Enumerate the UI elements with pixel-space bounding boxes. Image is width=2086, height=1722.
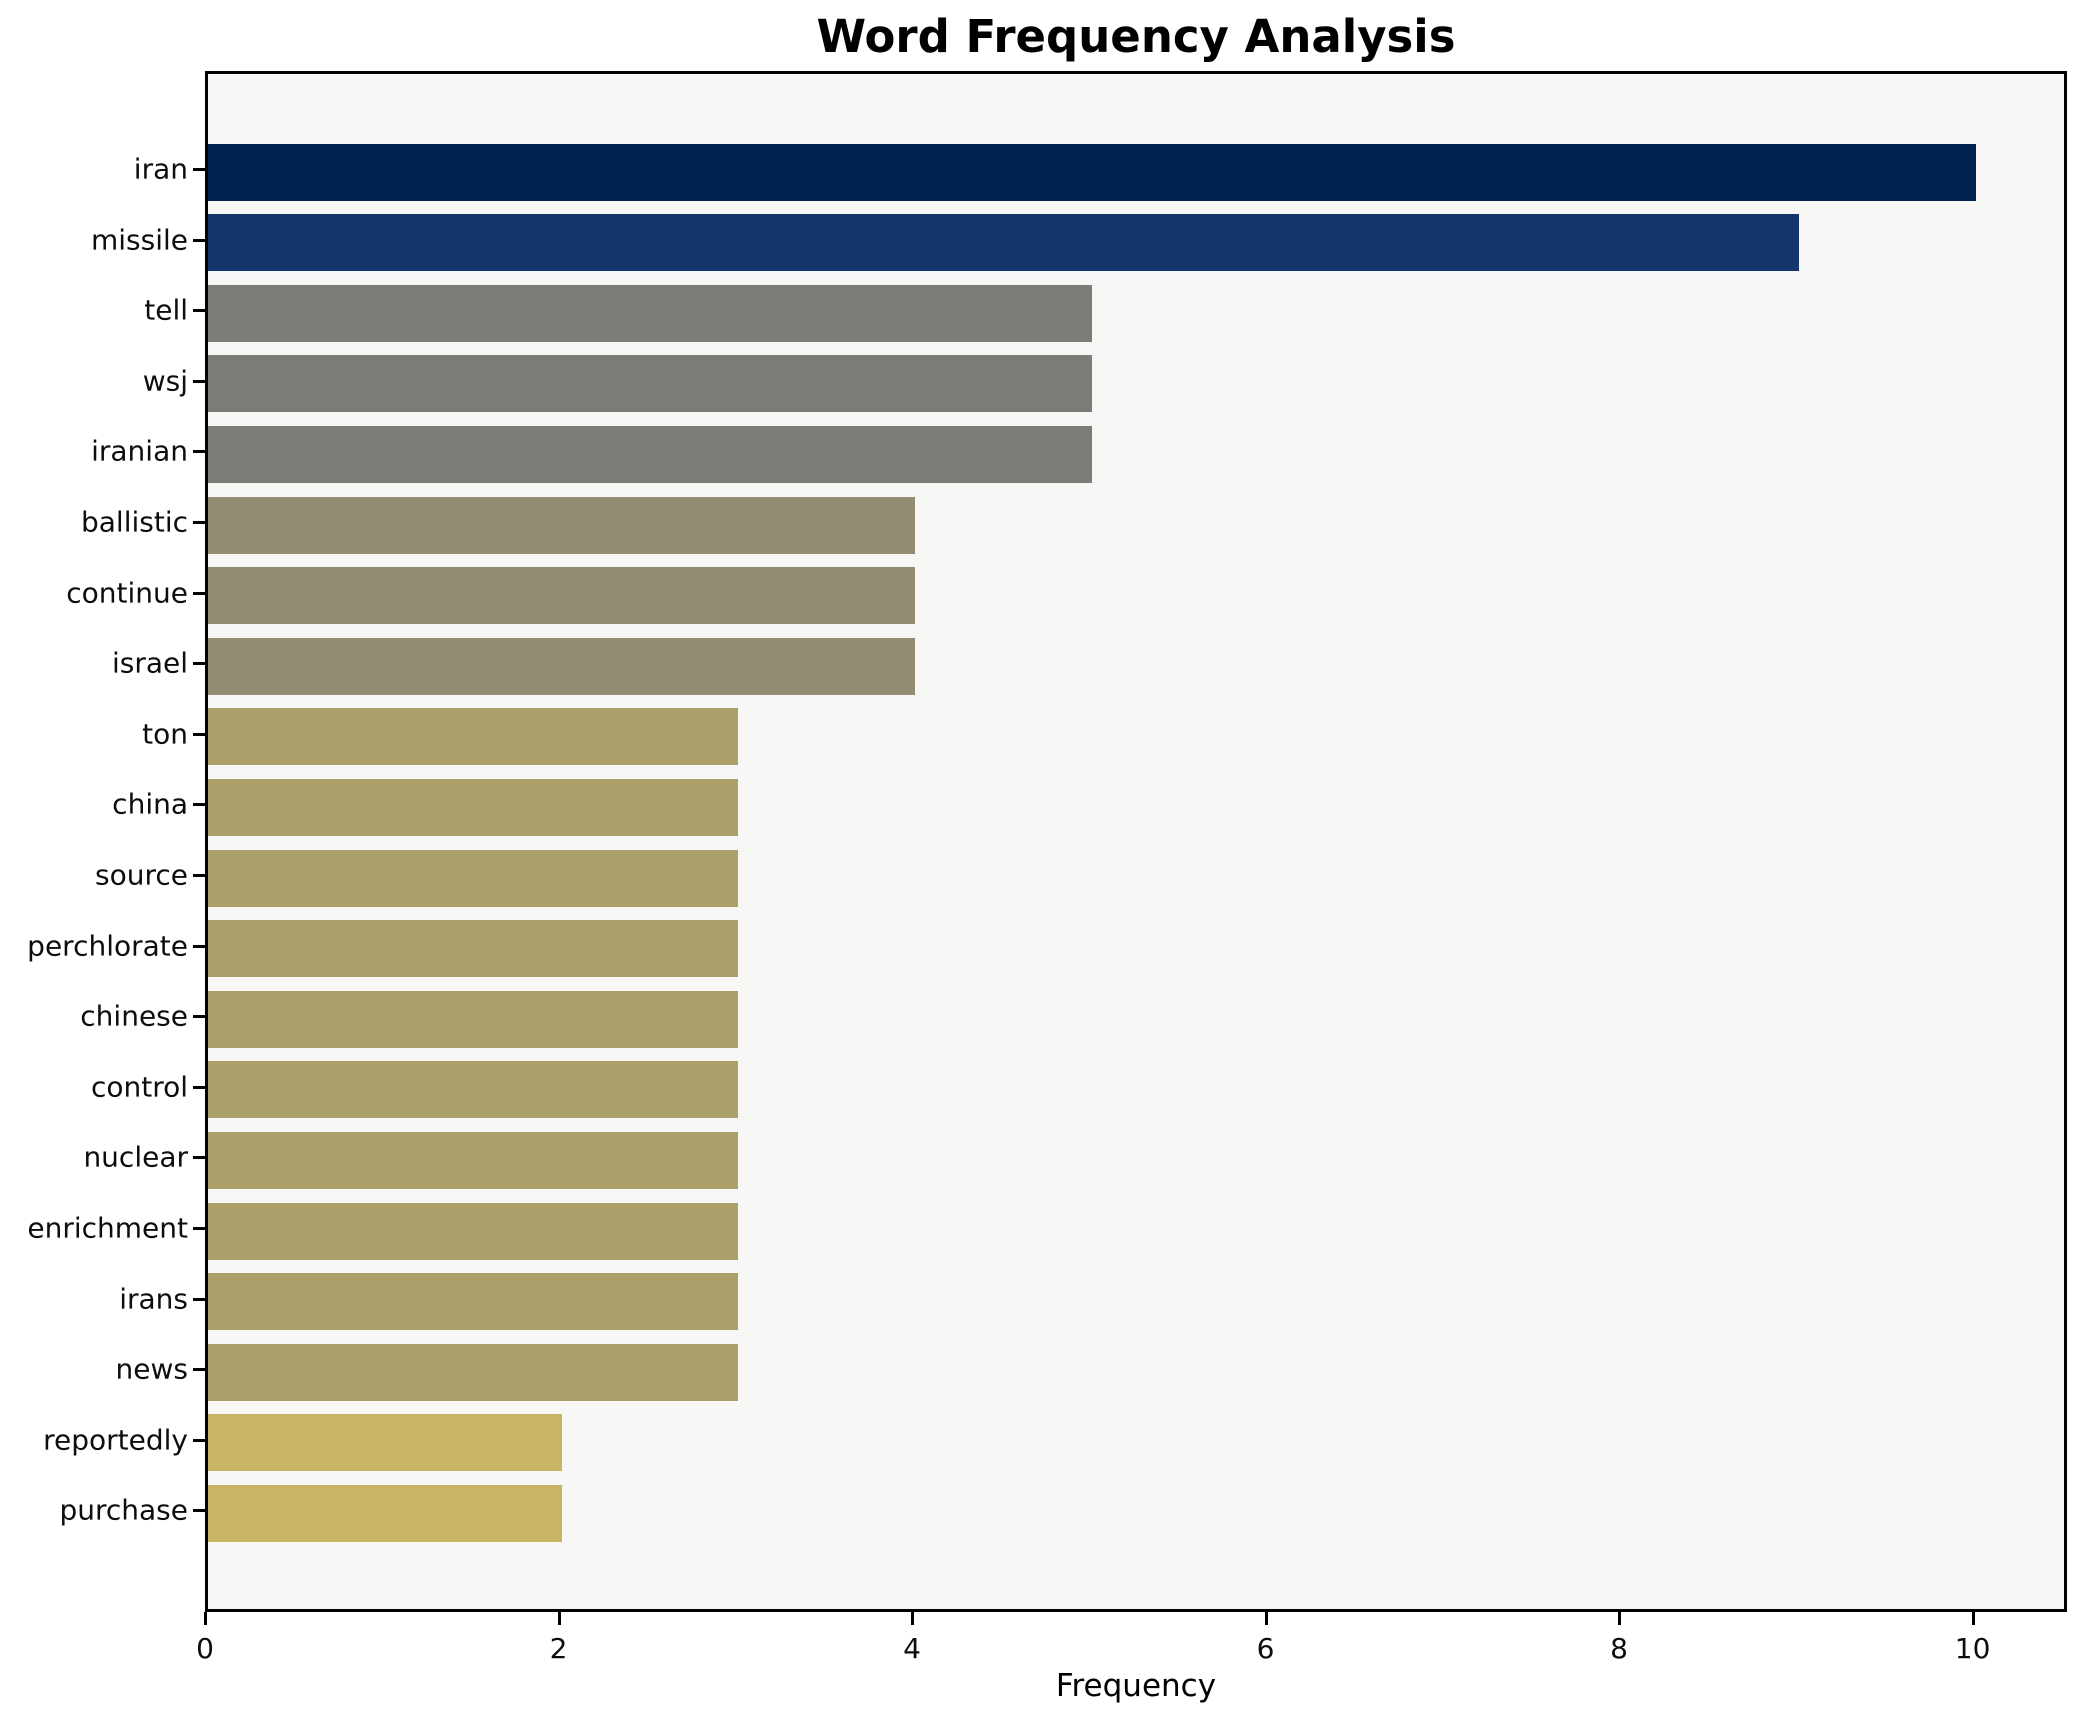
y-tick-mark [193, 168, 205, 171]
x-tick-mark [204, 1612, 207, 1625]
y-tick-label-ton: ton [142, 717, 188, 751]
y-tick-mark [193, 1509, 205, 1513]
y-tick-mark [193, 944, 205, 948]
y-tick-label-iranian: iranian [91, 434, 188, 468]
x-tick-mark [557, 1612, 561, 1625]
bar-tell [208, 284, 1092, 342]
x-tick-label-2: 2 [549, 1632, 568, 1665]
y-tick-label-irans: irans [119, 1282, 188, 1316]
y-tick-mark [193, 1085, 205, 1089]
y-tick-mark [193, 1227, 205, 1230]
y-tick-mark [193, 1368, 205, 1372]
bar-nuclear [208, 1131, 739, 1189]
bar-continue [208, 567, 916, 625]
bar-china [208, 778, 739, 836]
bar-enrichment [208, 1202, 739, 1260]
x-tick-label-10: 10 [1954, 1632, 1991, 1665]
bar-iran [208, 143, 1976, 201]
y-tick-label-missile: missile [90, 223, 188, 257]
y-tick-mark [193, 1015, 205, 1019]
y-tick-mark [193, 662, 205, 666]
y-tick-label-wsj: wsj [142, 364, 188, 398]
y-tick-label-china: china [112, 787, 188, 821]
bar-irans [208, 1273, 739, 1331]
plot-area [205, 71, 2067, 1612]
y-tick-label-israel: israel [111, 646, 188, 680]
y-tick-label-source: source [95, 858, 188, 892]
x-tick-label-8: 8 [1610, 1632, 1629, 1665]
y-tick-mark [193, 803, 205, 807]
bar-missile [208, 214, 1799, 272]
bar-wsj [208, 355, 1092, 413]
y-tick-mark [193, 309, 205, 313]
y-tick-label-iran: iran [133, 152, 188, 186]
y-tick-mark [193, 1297, 205, 1301]
y-tick-mark [193, 238, 205, 242]
y-tick-mark [193, 591, 205, 595]
x-tick-mark [1264, 1612, 1268, 1625]
x-tick-label-6: 6 [1256, 1632, 1275, 1665]
bar-control [208, 1061, 739, 1119]
x-tick-mark [1971, 1612, 1975, 1625]
bar-ton [208, 708, 739, 766]
y-tick-label-nuclear: nuclear [83, 1140, 188, 1174]
y-tick-mark [193, 874, 205, 877]
y-tick-label-reportedly: reportedly [43, 1423, 188, 1457]
y-tick-mark [193, 450, 205, 454]
y-tick-label-control: control [90, 1070, 188, 1104]
y-tick-label-tell: tell [144, 293, 188, 327]
bar-israel [208, 637, 916, 695]
bar-source [208, 849, 739, 907]
y-tick-label-continue: continue [66, 576, 188, 610]
y-tick-label-purchase: purchase [59, 1493, 188, 1527]
x-tick-mark [911, 1612, 915, 1625]
bar-ballistic [208, 496, 916, 554]
bar-purchase [208, 1484, 562, 1542]
y-tick-label-ballistic: ballistic [80, 505, 188, 539]
bar-reportedly [208, 1414, 562, 1472]
y-tick-label-news: news [115, 1352, 188, 1386]
y-tick-label-chinese: chinese [80, 999, 188, 1033]
bar-iranian [208, 425, 1092, 483]
chart-title: Word Frequency Analysis [816, 10, 1456, 63]
y-tick-label-perchlorate: perchlorate [27, 929, 188, 963]
y-tick-label-enrichment: enrichment [27, 1211, 188, 1245]
bar-perchlorate [208, 920, 739, 978]
y-tick-mark [193, 379, 205, 383]
x-tick-label-0: 0 [196, 1632, 214, 1665]
y-tick-mark [193, 1438, 205, 1442]
bar-chinese [208, 990, 739, 1048]
x-tick-mark [1618, 1612, 1622, 1625]
x-axis-label: Frequency [1055, 1668, 1217, 1704]
x-tick-label-4: 4 [903, 1632, 921, 1665]
y-tick-mark [193, 1156, 205, 1160]
y-tick-mark [193, 521, 205, 524]
y-tick-mark [193, 732, 205, 736]
bar-news [208, 1343, 739, 1401]
